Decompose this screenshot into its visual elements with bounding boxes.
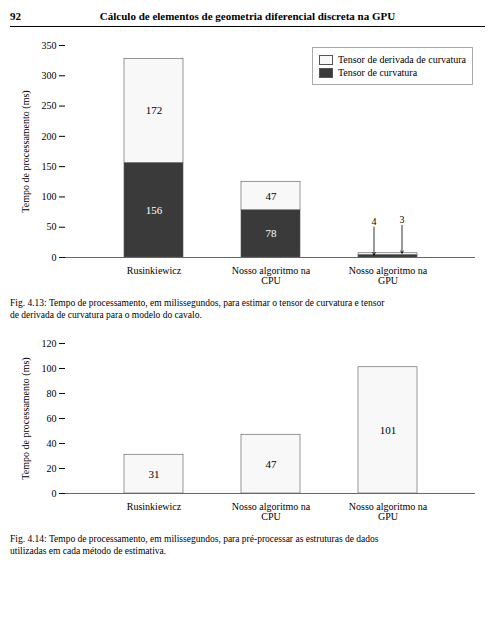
svg-text:Nosso algoritmo naGPU: Nosso algoritmo naGPU — [349, 265, 428, 286]
svg-text:Nosso algoritmo naCPU: Nosso algoritmo naCPU — [232, 501, 311, 522]
svg-text:60: 60 — [47, 413, 57, 424]
svg-text:40: 40 — [47, 438, 57, 449]
svg-text:3: 3 — [400, 214, 405, 225]
svg-text:300: 300 — [42, 70, 57, 81]
svg-text:4: 4 — [372, 216, 377, 227]
svg-text:0: 0 — [52, 488, 57, 499]
html-text:utilizadas em cada método de e: utilizadas em cada método de estimativa. — [10, 546, 167, 556]
svg-text:Tempo de processamento (ms): Tempo de processamento (ms) — [20, 90, 32, 212]
svg-text:Tempo de processamento (ms): Tempo de processamento (ms) — [20, 357, 32, 479]
svg-text:20: 20 — [47, 463, 57, 474]
svg-text:31: 31 — [149, 468, 160, 480]
html-text:92: 92 — [10, 10, 21, 22]
svg-text:150: 150 — [42, 161, 57, 172]
html-text:Fig. 4.14: Tempo de processame: Fig. 4.14: Tempo de processamento, em mi… — [10, 534, 379, 544]
html-text:Tensor de curvatura: Tensor de curvatura — [337, 67, 418, 78]
svg-text:Rusinkiewicz: Rusinkiewicz — [127, 265, 182, 276]
svg-text:156: 156 — [146, 204, 163, 216]
svg-text:78: 78 — [266, 227, 278, 239]
svg-text:120: 120 — [42, 338, 57, 349]
svg-text:Rusinkiewicz: Rusinkiewicz — [127, 501, 182, 512]
svg-text:0: 0 — [52, 252, 57, 263]
svg-text:47: 47 — [266, 458, 278, 470]
svg-text:100: 100 — [42, 191, 57, 202]
svg-text:47: 47 — [266, 190, 278, 202]
html-text:Tensor de derivada de curvatur: Tensor de derivada de curvatura — [337, 54, 466, 65]
svg-text:101: 101 — [380, 424, 397, 436]
svg-text:172: 172 — [146, 104, 163, 116]
svg-text:250: 250 — [42, 100, 57, 111]
html-text:de derivada de curvatura para: de derivada de curvatura para o modelo d… — [10, 310, 202, 320]
svg-text:50: 50 — [47, 221, 57, 232]
svg-text:350: 350 — [42, 40, 57, 51]
svg-text:Nosso algoritmo naGPU: Nosso algoritmo naGPU — [349, 501, 428, 522]
svg-text:80: 80 — [47, 388, 57, 399]
svg-text:100: 100 — [42, 363, 57, 374]
html-text:Fig. 4.13: Tempo de processame: Fig. 4.13: Tempo de processamento, em mi… — [10, 298, 385, 308]
svg-text:Nosso algoritmo naCPU: Nosso algoritmo naCPU — [232, 265, 311, 286]
html-text:Cálculo de elementos de geomet: Cálculo de elementos de geometria difere… — [99, 10, 396, 22]
svg-text:200: 200 — [42, 131, 57, 142]
